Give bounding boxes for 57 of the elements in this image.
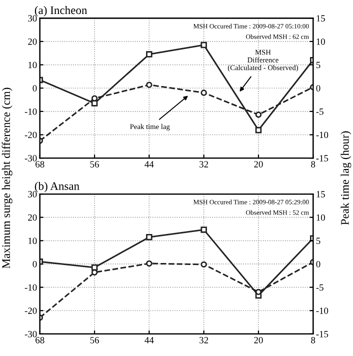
point: [200, 261, 207, 268]
y2-tick-label: 5: [316, 62, 320, 68]
point: [200, 226, 207, 233]
x-tick-label: 56: [90, 161, 99, 168]
y2-tick-label: -5: [316, 284, 324, 291]
y-tick-label: -20: [24, 308, 37, 314]
point: [146, 234, 152, 240]
y-tick-label: 10: [28, 62, 37, 68]
point: [146, 260, 152, 267]
point: [200, 42, 207, 48]
y-tick-label: 30: [28, 191, 37, 198]
y-tick-label: -10: [24, 284, 37, 291]
point: [255, 126, 262, 134]
y-tick-label: 10: [28, 238, 37, 244]
y2-tick-label: 10: [316, 38, 325, 45]
x-tick-label: 68: [36, 336, 44, 344]
y-tick-label: 30: [28, 15, 37, 22]
point: [91, 95, 98, 102]
chart-title: (b) Ansan: [34, 182, 80, 192]
x-tick-label: 56: [90, 337, 99, 344]
y-tick-label: 0: [32, 260, 37, 268]
point: [146, 82, 152, 88]
y2-tick-label: 5: [316, 238, 320, 244]
y2-tick-label: 10: [316, 214, 325, 221]
x-tick-label: 68: [36, 161, 44, 168]
point: [255, 288, 262, 296]
x-tick-label: 20: [254, 336, 263, 344]
y2-tick-label: 0: [316, 85, 320, 92]
point: [91, 269, 98, 276]
y2-tick-label: 0: [316, 260, 320, 268]
point: [255, 112, 262, 118]
point: [146, 51, 152, 58]
x-tick-label: 8: [311, 161, 316, 168]
y2-tick-label: -10: [316, 132, 328, 138]
y-tick-label: 20: [28, 214, 37, 221]
y-tick-label: -30: [24, 330, 37, 338]
y2-tick-label: -10: [316, 308, 328, 314]
y2-tick-label: -5: [316, 108, 324, 115]
x-tick-label: 32: [200, 161, 208, 168]
y2-tick-label: 15: [316, 191, 325, 198]
y-axis-title: Maximum surge height difference (cm): [2, 88, 12, 268]
y2-tick-label: -15: [316, 155, 328, 162]
y-tick-label: 20: [28, 38, 37, 45]
y-tick-label: -20: [24, 132, 37, 138]
x-tick-label: 20: [254, 161, 263, 168]
y2-tick-label: -15: [316, 330, 328, 338]
x-tick-label: 8: [311, 336, 316, 344]
y2-axis-title: Peak time lag (hour): [340, 131, 352, 225]
point: [200, 90, 207, 96]
x-tick-label: 44: [144, 161, 154, 168]
y-tick-label: 0: [32, 85, 37, 92]
y2-tick-label: 15: [316, 15, 325, 22]
x-tick-label: 32: [200, 337, 208, 344]
chart-title: (a) Incheon: [34, 6, 88, 16]
y-tick-label: -30: [24, 155, 37, 162]
y-tick-label: -10: [24, 108, 37, 115]
x-tick-label: 44: [144, 337, 154, 344]
